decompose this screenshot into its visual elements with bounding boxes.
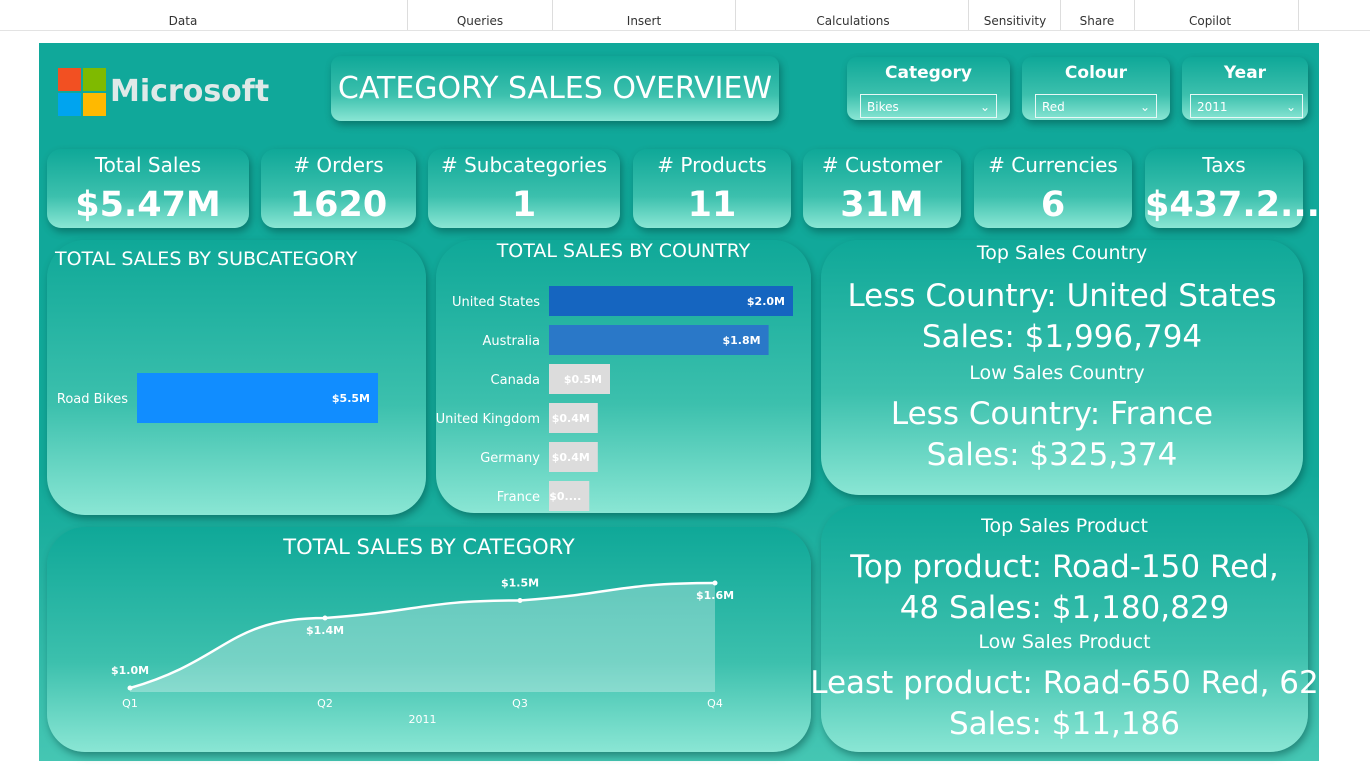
logo-icon	[58, 68, 106, 116]
subcategory-card: TOTAL SALES BY SUBCATEGORY	[47, 240, 426, 515]
separator	[735, 0, 736, 30]
separator	[552, 0, 553, 30]
country-card: TOTAL SALES BY COUNTRY	[436, 240, 811, 513]
panel-title: Low Sales Country	[969, 362, 1145, 384]
kpi-value: $5.47M	[75, 185, 221, 225]
slicer-label: Colour	[1064, 63, 1128, 83]
kpi-value: 1	[511, 185, 537, 225]
chart-title: TOTAL SALES BY CATEGORY	[283, 535, 575, 559]
kpi-label: # Orders	[293, 153, 384, 177]
slicer-value: Red	[1042, 100, 1065, 114]
slicer-dropdown[interactable]: 2011 ⌄	[1190, 94, 1303, 118]
separator	[407, 0, 408, 30]
slicer-dropdown[interactable]: Bikes ⌄	[860, 94, 997, 118]
ribbon-group: Sensitivity	[983, 14, 1047, 28]
slicer-value: 2011	[1197, 100, 1228, 114]
slicer-label: Category	[885, 63, 972, 83]
kpi-card: # Customer 31M	[803, 149, 961, 228]
separator	[1298, 0, 1299, 30]
dashboard-title: CATEGORY SALES OVERVIEW	[337, 71, 773, 106]
slicer[interactable]: Category Bikes ⌄	[847, 57, 1010, 120]
kpi-card: # Products 11	[633, 149, 791, 228]
slicer-dropdown[interactable]: Red ⌄	[1035, 94, 1157, 118]
kpi-value: 11	[687, 185, 737, 225]
kpi-label: Total Sales	[94, 153, 202, 177]
ribbon-group: Share	[1079, 14, 1115, 28]
panel-title: Low Sales Product	[978, 631, 1151, 653]
kpi-card: # Currencies 6	[974, 149, 1132, 228]
slicer-label: Year	[1223, 63, 1267, 83]
separator	[1134, 0, 1135, 30]
kpi-value: 31M	[840, 185, 924, 225]
kpi-value: 1620	[289, 185, 388, 225]
title-card: CATEGORY SALES OVERVIEW	[331, 56, 779, 121]
ribbon: Data Queries Insert Calculations Sensiti…	[0, 0, 1370, 31]
chart-title: TOTAL SALES BY COUNTRY	[496, 240, 751, 262]
kpi-label: # Products	[657, 153, 767, 177]
kpi-card: # Orders 1620	[261, 149, 416, 228]
slicer[interactable]: Colour Red ⌄	[1022, 57, 1170, 120]
ribbon-group: Copilot	[1188, 14, 1232, 28]
kpi-card: Total Sales $5.47M	[47, 149, 249, 228]
panel-text: Top product: Road-150 Red, 48 Sales: $1,…	[850, 549, 1279, 626]
kpi-label: # Subcategories	[440, 153, 607, 177]
ribbon-group: Data	[168, 14, 198, 28]
kpi-label: # Currencies	[988, 153, 1118, 177]
panel-title: Top Sales Country	[976, 242, 1148, 264]
ribbon-group: Queries	[456, 14, 504, 28]
kpi-card: Taxs $437.2...	[1145, 149, 1320, 228]
kpi-value: $437.2...	[1145, 185, 1320, 225]
kpi-value: 6	[1040, 185, 1066, 225]
slicer[interactable]: Year 2011 ⌄	[1182, 57, 1308, 120]
kpi-card: # Subcategories 1	[428, 149, 620, 228]
country-panel: Top Sales Country Less Country: United S…	[821, 240, 1303, 495]
panel-text: Least product: Road-650 Red, 62 Sales: $…	[810, 665, 1319, 742]
ribbon-group: Calculations	[816, 14, 890, 28]
product-panel: Top Sales Product Top product: Road-150 …	[810, 505, 1319, 752]
panel-text: Less Country: France Sales: $325,374	[890, 396, 1214, 473]
separator	[1060, 0, 1061, 30]
panel-text: Less Country: United States Sales: $1,99…	[847, 278, 1277, 355]
panel-title: Top Sales Product	[981, 515, 1148, 537]
separator	[968, 0, 969, 30]
slicer-value: Bikes	[867, 100, 899, 114]
ribbon-group: Insert	[626, 14, 662, 28]
kpi-label: Taxs	[1202, 153, 1246, 177]
kpi-label: # Customer	[821, 153, 943, 177]
chart-title: TOTAL SALES BY SUBCATEGORY	[55, 248, 358, 270]
category-card: TOTAL SALES BY CATEGORY	[47, 527, 811, 752]
logo-text: Microsoft	[110, 74, 270, 109]
